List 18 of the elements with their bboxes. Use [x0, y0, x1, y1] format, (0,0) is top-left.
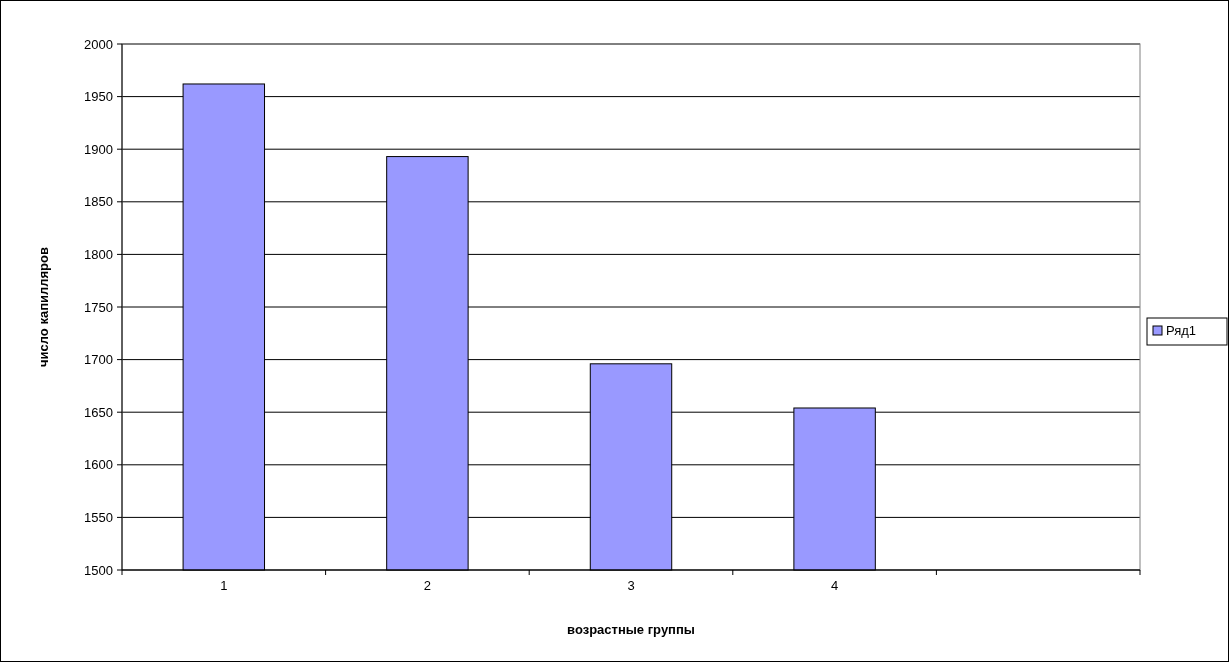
y-axis-title: число капилляров	[36, 247, 51, 367]
x-tick-label: 2	[423, 578, 432, 593]
x-tick-label: 4	[830, 578, 839, 593]
legend-label: Ряд1	[1166, 323, 1197, 338]
y-tick-label: 1500	[84, 562, 113, 578]
y-tick-label: 1900	[84, 141, 113, 157]
y-tick-label: 1850	[84, 194, 113, 210]
y-tick-label: 1800	[84, 246, 113, 262]
x-tick-label: 1	[220, 578, 228, 593]
y-tick-label: 1650	[84, 404, 113, 420]
x-tick-label: 3	[627, 578, 635, 593]
y-tick-label: 1700	[84, 352, 113, 368]
x-axis-title: возрастные группы	[567, 622, 695, 637]
y-tick-label: 1600	[84, 457, 113, 473]
y-tick-label: 2000	[84, 36, 113, 52]
y-tick-label: 1550	[84, 509, 113, 525]
y-tick-label: 1950	[84, 89, 113, 105]
y-tick-label: 1750	[84, 299, 113, 315]
